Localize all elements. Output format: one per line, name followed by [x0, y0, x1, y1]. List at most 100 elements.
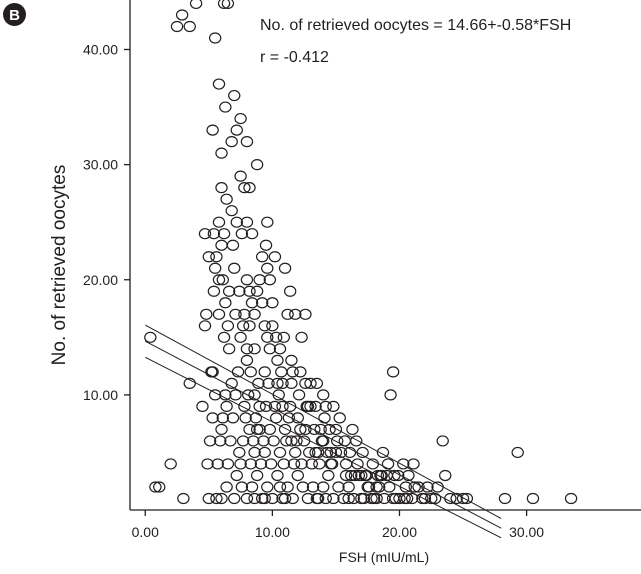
data-point — [308, 423, 321, 436]
data-point — [333, 412, 346, 424]
data-point — [299, 308, 312, 320]
data-point — [216, 412, 229, 424]
data-point — [355, 492, 368, 505]
data-point — [258, 492, 271, 505]
data-point — [511, 446, 524, 459]
data-point — [233, 285, 246, 297]
data-point — [271, 354, 284, 366]
data-point — [217, 331, 231, 343]
data-point — [450, 492, 463, 505]
data-point — [259, 239, 273, 251]
data-point — [314, 423, 327, 436]
data-point — [206, 412, 219, 424]
data-point — [229, 389, 242, 401]
data-point — [425, 492, 438, 505]
data-point — [234, 170, 247, 182]
data-point — [221, 458, 235, 470]
data-point — [210, 251, 223, 263]
data-point — [564, 492, 578, 505]
data-point — [253, 274, 266, 286]
data-point — [289, 446, 302, 459]
data-point — [280, 435, 293, 447]
data-point — [266, 297, 279, 309]
data-point — [170, 20, 184, 33]
data-point — [305, 458, 318, 470]
data-point — [212, 308, 226, 320]
data-points — [144, 0, 578, 505]
data-point — [240, 492, 254, 505]
data-point — [273, 446, 287, 459]
data-point — [240, 216, 254, 228]
data-point — [460, 492, 474, 505]
data-point — [339, 458, 353, 470]
data-point — [221, 0, 235, 10]
data-point — [248, 492, 261, 505]
data-point — [317, 481, 330, 493]
data-point — [405, 492, 419, 505]
data-point — [207, 228, 221, 240]
data-point — [228, 492, 241, 505]
data-point — [212, 216, 226, 228]
y-tick-label: 40.00 — [83, 42, 118, 58]
y-axis-ticks: 10.00 20.00 30.00 40.00 — [83, 42, 130, 403]
data-point — [309, 446, 322, 459]
data-point — [225, 377, 238, 389]
data-point — [324, 446, 338, 459]
data-point — [360, 469, 373, 482]
data-point — [206, 124, 219, 136]
y-tick-label: 10.00 — [83, 387, 118, 403]
data-point — [301, 492, 315, 505]
data-point — [439, 469, 452, 482]
data-point — [250, 285, 264, 297]
data-point — [263, 423, 277, 436]
data-point — [310, 492, 324, 505]
data-point — [285, 354, 298, 366]
data-point — [283, 400, 297, 412]
data-point — [263, 274, 277, 286]
data-point — [261, 331, 274, 343]
data-point — [234, 458, 247, 470]
data-point — [327, 400, 340, 412]
data-point — [224, 435, 237, 447]
data-point — [254, 458, 268, 470]
data-point — [229, 308, 242, 320]
data-point — [238, 308, 251, 320]
data-point — [252, 377, 265, 389]
y-axis-title: No. of retrieved oocytes — [49, 165, 70, 366]
data-point — [226, 239, 240, 251]
data-point — [245, 297, 259, 309]
data-point — [350, 435, 363, 447]
data-point — [366, 458, 379, 470]
data-point — [291, 469, 304, 482]
data-point — [228, 262, 241, 274]
data-point — [212, 78, 226, 90]
data-point — [268, 251, 282, 263]
data-point — [203, 435, 217, 447]
x-tick-label: 20.00 — [382, 524, 417, 540]
data-point — [243, 320, 256, 332]
data-point — [215, 147, 228, 159]
data-point — [264, 458, 278, 470]
data-point — [216, 274, 229, 286]
data-point — [311, 446, 325, 459]
data-point — [234, 112, 247, 125]
data-point — [245, 228, 259, 240]
data-point — [210, 492, 223, 505]
correlation-coefficient: r = -0.412 — [260, 49, 329, 66]
data-point — [397, 458, 410, 470]
data-point — [276, 377, 289, 389]
x-axis-ticks: 0.00 10.00 20.00 30.00 — [132, 510, 544, 540]
data-point — [258, 320, 271, 332]
data-point — [337, 492, 350, 505]
data-point — [342, 492, 355, 505]
data-point — [370, 492, 383, 505]
data-point — [228, 89, 241, 102]
data-point — [310, 377, 324, 389]
data-point — [309, 400, 322, 412]
data-point — [261, 481, 274, 493]
data-point — [278, 262, 292, 274]
data-point — [273, 481, 287, 493]
data-point — [250, 159, 264, 171]
data-point — [304, 377, 317, 389]
data-point — [222, 343, 236, 355]
